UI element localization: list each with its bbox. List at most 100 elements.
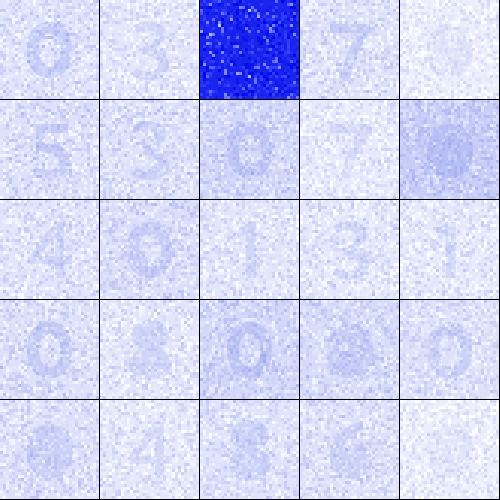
grid-tile <box>400 300 499 399</box>
tile-texture <box>300 100 399 199</box>
grain-overlay <box>100 0 199 99</box>
grain-overlay <box>400 200 499 299</box>
glyph-shape <box>330 124 370 178</box>
grain-overlay <box>400 300 499 399</box>
grain-overlay <box>0 100 99 199</box>
noise-speckles <box>200 200 299 299</box>
noise-speckles <box>0 200 99 299</box>
grid-tile <box>100 100 199 199</box>
grid-tile <box>200 100 299 199</box>
grid-tile <box>0 100 99 199</box>
glyph-shape <box>427 322 472 378</box>
tile-texture <box>200 0 299 99</box>
tile-texture <box>400 0 499 99</box>
grain-overlay <box>100 300 199 399</box>
tile-texture <box>200 200 299 299</box>
tile-texture <box>400 200 499 299</box>
grain-overlay <box>200 300 299 399</box>
grid-tile <box>200 300 299 399</box>
noise-speckles <box>100 200 199 299</box>
grain-overlay <box>100 100 199 199</box>
grid-tile <box>100 300 199 399</box>
tile-texture <box>100 0 199 99</box>
glyph-shape <box>436 222 456 278</box>
glyph-shape <box>326 324 374 378</box>
grid-tile <box>0 400 99 499</box>
noise-speckles <box>400 100 499 199</box>
glyph-shape <box>132 121 169 180</box>
grain-overlay <box>100 200 199 299</box>
glyph-shape <box>227 122 272 178</box>
glyph-shape <box>127 222 172 278</box>
tile-texture <box>200 300 299 399</box>
noise-speckles <box>300 300 399 399</box>
grid-tile <box>300 200 399 299</box>
noise-speckles <box>0 300 99 399</box>
glyph-shape <box>227 322 272 378</box>
grain-overlay <box>300 0 399 99</box>
tile-texture <box>0 200 99 299</box>
noise-speckles <box>400 0 499 99</box>
glyph-shape <box>27 22 72 78</box>
noise-speckles <box>400 300 499 399</box>
tile-texture <box>0 0 99 99</box>
grid-tile <box>400 100 499 199</box>
grain-overlay <box>100 400 199 499</box>
glyph-shape <box>228 24 270 76</box>
glyph-shape <box>426 124 474 178</box>
grid-tile <box>300 300 399 399</box>
noise-speckles <box>100 0 199 99</box>
tile-texture <box>300 200 399 299</box>
noise-speckles <box>0 100 99 199</box>
noise-speckles <box>300 400 399 499</box>
grid-tile <box>200 0 299 99</box>
grid-tile <box>0 200 99 299</box>
tile-texture <box>300 0 399 99</box>
noise-speckles <box>300 0 399 99</box>
glyph-shape <box>33 124 70 179</box>
glyph-shape <box>27 322 72 378</box>
glyph-shape <box>129 320 171 380</box>
grain-overlay <box>400 100 499 199</box>
grid-tile <box>100 400 199 499</box>
grid-tile <box>200 200 299 299</box>
noise-speckles <box>200 300 299 399</box>
glyph-shape <box>26 424 74 478</box>
tile-texture <box>300 400 399 499</box>
glyph-shape <box>330 422 372 479</box>
tile-texture <box>400 100 499 199</box>
noise-speckles <box>100 300 199 399</box>
tile-texture <box>200 400 299 499</box>
glyph-shape <box>332 221 369 280</box>
glyph-shape <box>426 24 474 78</box>
glyph-shape <box>28 222 72 278</box>
tile-texture <box>100 200 199 299</box>
tile-texture <box>0 400 99 499</box>
glyph-shape <box>229 420 271 480</box>
grain-overlay <box>300 400 399 499</box>
grid-tile <box>200 400 299 499</box>
noise-speckles <box>100 400 199 499</box>
glyph-shape <box>426 424 474 478</box>
tile-texture <box>300 300 399 399</box>
noise-speckles <box>400 200 499 299</box>
noise-speckles <box>300 100 399 199</box>
grain-overlay <box>300 100 399 199</box>
grain-overlay <box>300 300 399 399</box>
grain-overlay <box>300 200 399 299</box>
tile-texture <box>0 100 99 199</box>
tile-texture <box>100 100 199 199</box>
grain-overlay <box>0 400 99 499</box>
tile-texture <box>0 300 99 399</box>
grain-overlay <box>0 0 99 99</box>
tile-texture <box>100 300 199 399</box>
grain-overlay <box>200 100 299 199</box>
grain-overlay <box>0 300 99 399</box>
tile-texture <box>400 400 499 499</box>
grid-tile <box>0 0 99 99</box>
grid-tile <box>300 100 399 199</box>
grid-tile <box>300 400 399 499</box>
grain-overlay <box>200 200 299 299</box>
tile-texture <box>400 300 499 399</box>
